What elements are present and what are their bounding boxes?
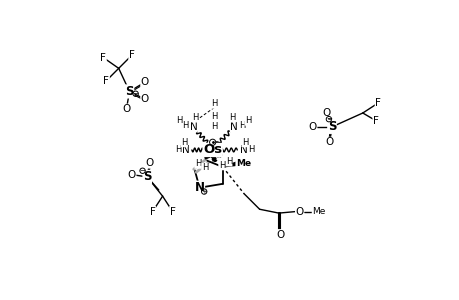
Text: N: N [194,181,204,194]
Text: H: H [176,116,182,125]
Text: F: F [169,207,175,217]
Text: H: H [211,99,217,108]
Text: S: S [327,120,336,134]
Text: F: F [100,52,106,63]
Text: H: H [225,157,231,166]
Text: H: H [218,161,224,170]
Text: −: − [133,91,138,97]
Text: O: O [122,104,130,114]
Text: H: H [195,159,201,168]
Text: −: − [325,116,331,122]
Text: O: O [325,137,333,147]
Text: H: H [247,146,254,154]
Text: S: S [143,170,151,183]
Text: F: F [129,50,134,60]
Text: O: O [128,169,135,180]
Text: O: O [295,207,303,217]
Text: N: N [230,122,238,132]
Text: S: S [125,85,134,98]
Text: Me: Me [235,158,251,167]
Text: O: O [145,158,153,168]
Text: H: H [202,163,207,172]
Text: O: O [308,122,316,132]
Text: H: H [211,122,217,131]
Text: N: N [181,145,189,155]
Text: N: N [239,145,247,155]
Text: Me: Me [312,207,325,216]
Text: F: F [103,76,109,86]
Text: F: F [372,116,378,126]
Text: Os: Os [202,143,222,157]
Text: +: + [201,188,207,194]
Text: H: H [241,138,248,147]
Text: H: H [182,121,189,130]
Text: O: O [276,230,284,240]
Text: F: F [149,207,155,217]
Polygon shape [222,161,240,167]
Text: H: H [211,112,217,122]
Text: H: H [229,113,235,122]
Text: −: − [140,168,145,174]
Text: O: O [140,77,149,87]
Text: H: H [238,121,245,130]
Text: H: H [180,138,187,147]
Text: H: H [174,146,181,154]
Text: N: N [189,122,197,132]
Text: F: F [375,98,381,108]
Text: O: O [140,94,149,104]
Text: O: O [322,108,330,118]
Text: H: H [244,116,251,125]
Text: H: H [191,113,198,122]
